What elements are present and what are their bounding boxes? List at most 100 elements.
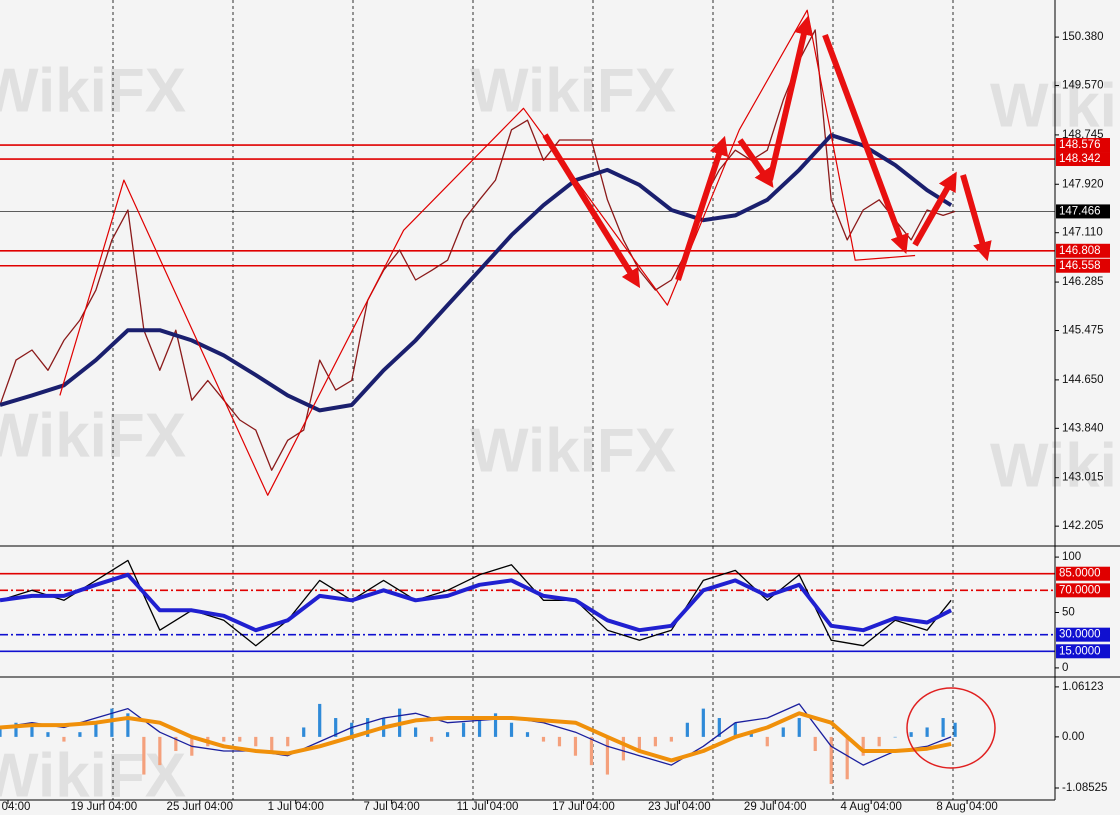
panel	[0, 9, 1055, 496]
series-line	[0, 572, 953, 633]
y-tick-label: 50	[1062, 607, 1075, 619]
histogram-bar	[78, 732, 82, 737]
watermark: WikiFX	[0, 741, 186, 810]
series-line	[0, 559, 952, 647]
level-label: 146.808	[1059, 245, 1101, 257]
histogram-bar	[286, 736, 290, 747]
histogram-bar	[797, 718, 801, 737]
y-tick-label: 147.110	[1062, 227, 1103, 239]
y-tick-label: 145.475	[1062, 325, 1104, 337]
histogram-bar	[669, 736, 673, 742]
histogram-bar	[254, 736, 258, 747]
x-tick-label: 4 Aug 04:00	[840, 801, 901, 813]
histogram-bar	[46, 732, 50, 737]
level-label-box	[1056, 566, 1110, 581]
histogram-bar	[861, 736, 865, 756]
watermark: WikiFX	[0, 56, 186, 125]
trend-arrows	[542, 15, 992, 289]
histogram-bar	[334, 718, 338, 737]
series-line	[0, 703, 952, 766]
x-tick-label: 11 Jul 04:00	[457, 801, 519, 813]
histogram-bar	[429, 736, 434, 742]
histogram-bar	[589, 736, 594, 766]
histogram-bar	[142, 736, 146, 775]
histogram-bar	[302, 727, 306, 737]
histogram-bar	[126, 713, 130, 737]
histogram-bar	[350, 722, 354, 737]
histogram-bar	[30, 722, 34, 737]
x-tick-label: un 04:00	[0, 801, 30, 813]
y-tick-label: -1.08525	[1062, 782, 1107, 794]
y-tick-label: 147.920	[1062, 178, 1104, 190]
watermark: WikiFX	[470, 56, 676, 125]
arrow	[767, 15, 814, 181]
vertical-grid	[112, 0, 954, 800]
x-tick-label: 17 Jul 04:00	[552, 801, 615, 813]
y-tick-label: 146.285	[1062, 276, 1104, 288]
x-tick-label: 19 Jun 04:00	[71, 801, 138, 813]
level-label-box	[1056, 258, 1110, 273]
histogram-bar	[270, 736, 274, 752]
histogram-bar	[621, 736, 626, 761]
histogram-bar	[414, 727, 418, 737]
histogram-bar	[318, 703, 322, 737]
plots: 150.380 149.570 148.745 147.920 147.110 146.2…	[0, 9, 1110, 813]
histogram-bar	[605, 736, 610, 775]
histogram-bar	[493, 713, 498, 737]
y-tick-label: 144.650	[1062, 374, 1104, 386]
histogram-bar	[14, 722, 18, 737]
y-tick-label: 143.840	[1062, 422, 1104, 434]
histogram-bar	[94, 722, 98, 737]
histogram-bar	[238, 736, 242, 742]
histogram-bar	[909, 732, 913, 737]
watermark: WikiFX	[470, 416, 676, 485]
arrow	[542, 133, 641, 289]
histogram-bar	[461, 722, 466, 737]
level-label: 70.0000	[1059, 584, 1101, 596]
level-label-box	[1056, 152, 1110, 167]
histogram-bar	[701, 708, 705, 737]
arrow	[960, 174, 992, 262]
x-tick-label: 25 Jun 04:00	[167, 801, 234, 813]
histogram-bar	[813, 736, 817, 752]
watermark: WikiFX	[0, 401, 186, 470]
y-axis: 150.380 149.570 148.745 147.920 147.110 146.2…	[1055, 31, 1110, 532]
y-tick-label: 143.015	[1062, 472, 1104, 484]
level-label: 30.0000	[1059, 629, 1101, 641]
histogram-bar	[477, 718, 482, 737]
y-tick-label: 0.00	[1062, 731, 1084, 743]
level-label-box	[1056, 644, 1110, 659]
histogram-bar	[509, 722, 514, 737]
histogram-bar	[829, 736, 833, 784]
histogram-bar	[573, 736, 578, 756]
level-label: 148.576	[1059, 139, 1101, 151]
level-label-box	[1056, 583, 1110, 598]
level-label-box	[1056, 204, 1110, 219]
histogram-bar	[174, 736, 178, 752]
y-tick-label: 149.570	[1062, 80, 1104, 92]
histogram-bar	[953, 722, 957, 737]
histogram-bar	[525, 732, 530, 737]
level-label: 15.0000	[1059, 645, 1101, 657]
level-label: 85.0000	[1059, 568, 1101, 580]
histogram-bar	[845, 736, 849, 780]
arrow	[822, 33, 909, 254]
y-tick-label: 100	[1062, 551, 1081, 563]
y-tick-label: 148.745	[1062, 129, 1104, 141]
histogram-bar	[158, 736, 162, 766]
histogram-bar	[0, 727, 2, 737]
y-tick-label: 1.06123	[1062, 681, 1104, 693]
y-tick-label: 142.205	[1062, 520, 1104, 532]
histogram-bar	[653, 736, 657, 747]
histogram-bar	[366, 718, 370, 737]
histogram-bar	[637, 736, 641, 752]
panel	[0, 703, 957, 784]
histogram-bar	[925, 727, 929, 737]
y-axis: 100 50 0 85.0000 70.0000 30.0000 15.0000	[1055, 551, 1110, 674]
arrow	[737, 138, 774, 188]
arrow	[675, 135, 729, 281]
histogram-bar	[893, 736, 897, 738]
x-tick-label: 29 Jul 04:00	[744, 801, 807, 813]
histogram-bar	[941, 718, 945, 737]
